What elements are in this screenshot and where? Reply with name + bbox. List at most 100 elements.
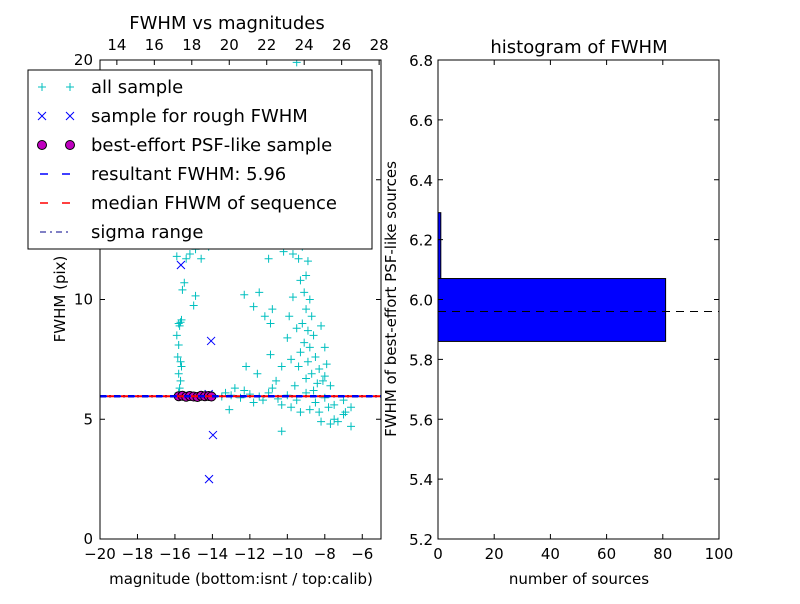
data-point (268, 305, 277, 314)
x-tick-label: 100 (705, 545, 734, 563)
legend-label: median FHWM of sequence (91, 193, 337, 214)
top-x-tick-label: 22 (257, 36, 276, 54)
legend-marker (37, 140, 47, 150)
data-point (305, 343, 314, 352)
data-point (240, 386, 249, 395)
top-x-tick-label: 26 (332, 36, 351, 54)
data-point (320, 372, 329, 381)
legend-marker (65, 111, 75, 121)
y-tick-label: 5.8 (409, 351, 433, 369)
data-point (341, 408, 350, 417)
data-point (204, 474, 214, 484)
data-point (320, 343, 329, 352)
legend-label: resultant FWHM: 5.96 (91, 164, 286, 185)
legend: all sample sample for rough FWHM best-effo… (27, 69, 373, 250)
data-point (326, 381, 335, 390)
data-point (313, 379, 322, 388)
data-point (264, 254, 273, 263)
data-point (317, 417, 326, 426)
data-point (302, 271, 311, 280)
data-point (287, 355, 296, 364)
scatter-marks (100, 60, 381, 484)
data-point (191, 291, 200, 300)
data-point (292, 324, 301, 333)
data-point (240, 290, 249, 299)
data-point (175, 384, 184, 393)
data-point (174, 369, 183, 378)
data-point (303, 326, 312, 335)
data-point (178, 285, 187, 294)
series-x (176, 260, 218, 484)
data-point (307, 369, 316, 378)
top-x-tick-label: 18 (182, 36, 201, 54)
top-x-tick-label: 16 (145, 36, 164, 54)
data-point (249, 398, 258, 407)
y-tick-label: 6.8 (409, 52, 433, 70)
legend-frame (27, 69, 373, 250)
y-tick-label: 6.4 (409, 172, 433, 190)
series-plus (172, 60, 356, 436)
data-point (189, 301, 198, 310)
data-point (277, 400, 286, 409)
data-point (307, 312, 316, 321)
top-x-tick-label: 14 (107, 36, 126, 54)
data-point (242, 362, 251, 371)
x-tick-label: −6 (351, 545, 373, 563)
data-point (347, 422, 356, 431)
data-point (206, 336, 216, 346)
y-axis-label: FWHM of best-effort PSF-like sources (382, 161, 400, 437)
legend-entry: sample for rough FWHM (37, 106, 308, 127)
data-point (208, 430, 218, 440)
y-tick-label: 5.4 (409, 471, 433, 489)
data-point (290, 381, 299, 390)
data-point (294, 362, 303, 371)
legend-label: sample for rough FWHM (91, 106, 308, 127)
data-point (326, 420, 335, 429)
data-point (174, 319, 183, 328)
chart-title: FWHM vs magnitudes (129, 13, 324, 34)
legend-entry: sigma range (40, 222, 203, 243)
data-point (176, 376, 185, 385)
top-x-tick-label: 24 (295, 36, 314, 54)
scatter-plot: −20 −18 −16 −14 −12 −10 −8 −6 14 16 18 20 22 24 26 28 0 5… (27, 13, 389, 588)
data-point (283, 333, 292, 342)
x-tick-label: 80 (653, 545, 672, 563)
data-point (176, 260, 186, 270)
data-point (288, 293, 297, 302)
legend-marker (66, 83, 74, 91)
data-point (315, 364, 324, 373)
data-point (236, 393, 245, 402)
data-point (322, 360, 331, 369)
x-tick-label: −16 (159, 545, 191, 563)
top-x-tick-label: 20 (220, 36, 239, 54)
y-tick-label: 10 (74, 291, 93, 309)
data-point (324, 403, 333, 412)
legend-marker (65, 140, 75, 150)
y-tick-label: 6.2 (409, 232, 433, 250)
data-point (333, 417, 342, 426)
data-point (258, 396, 267, 405)
data-point (185, 249, 194, 258)
data-point (296, 276, 305, 285)
legend-label: all sample (91, 77, 183, 98)
data-point (288, 249, 297, 258)
data-point (272, 376, 281, 385)
data-point (309, 386, 318, 395)
data-point (172, 252, 181, 261)
data-point (260, 312, 269, 321)
data-point (249, 302, 258, 311)
data-point (255, 288, 264, 297)
data-point (173, 352, 182, 361)
data-point (330, 400, 339, 409)
data-point (318, 376, 327, 385)
x-tick-label: −12 (234, 545, 266, 563)
y-tick-label: 5 (83, 410, 93, 428)
data-point (277, 362, 286, 371)
data-point (311, 398, 320, 407)
data-point (225, 405, 234, 414)
data-point (268, 384, 277, 393)
legend-marker (37, 111, 47, 121)
data-point (253, 369, 262, 378)
x-tick-label: 40 (541, 545, 560, 563)
